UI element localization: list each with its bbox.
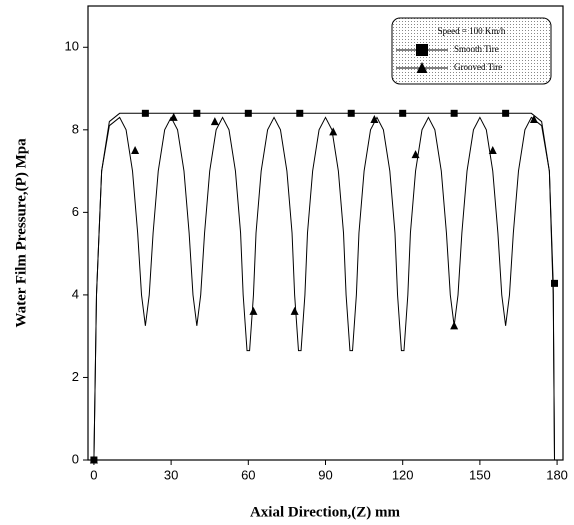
marker (551, 279, 559, 287)
marker (411, 150, 420, 159)
marker (502, 109, 510, 117)
series-line (93, 112, 556, 461)
y-tick-label: 8 (72, 121, 79, 136)
y-tick-label: 10 (65, 39, 79, 54)
legend-label: Grooved Tire (454, 62, 502, 72)
marker (89, 455, 98, 464)
y-axis-label: Water Film Pressure,(P) Mpa (13, 138, 29, 328)
marker (347, 109, 355, 117)
x-axis-label: Axial Direction,(Z) mm (250, 504, 401, 520)
x-tick-label: 120 (392, 467, 414, 482)
x-tick-label: 150 (469, 467, 491, 482)
marker (244, 109, 252, 117)
series-line (93, 116, 556, 461)
marker (249, 306, 258, 315)
x-tick-label: 30 (164, 467, 178, 482)
marker (529, 115, 538, 123)
marker (399, 109, 407, 117)
marker (416, 44, 428, 56)
marker (131, 145, 140, 154)
x-tick-label: 0 (90, 467, 97, 482)
marker (296, 109, 304, 117)
legend-label: Smooth Tire (454, 44, 499, 54)
x-tick-label: 60 (241, 467, 255, 482)
marker (169, 112, 178, 121)
y-tick-label: 6 (72, 204, 79, 219)
y-tick-label: 0 (72, 451, 79, 466)
marker (210, 117, 219, 126)
marker (450, 321, 459, 330)
marker (450, 109, 458, 117)
marker (488, 145, 497, 154)
y-tick-label: 2 (72, 369, 79, 384)
marker (329, 127, 338, 136)
marker (193, 109, 201, 117)
y-tick-label: 4 (72, 286, 79, 301)
marker (290, 306, 299, 315)
marker (370, 115, 379, 123)
legend-title: Speed = 100 Km/h (438, 26, 506, 36)
x-tick-label: 90 (318, 467, 332, 482)
marker (141, 109, 149, 117)
x-tick-label: 180 (546, 467, 568, 482)
marker (416, 62, 428, 73)
